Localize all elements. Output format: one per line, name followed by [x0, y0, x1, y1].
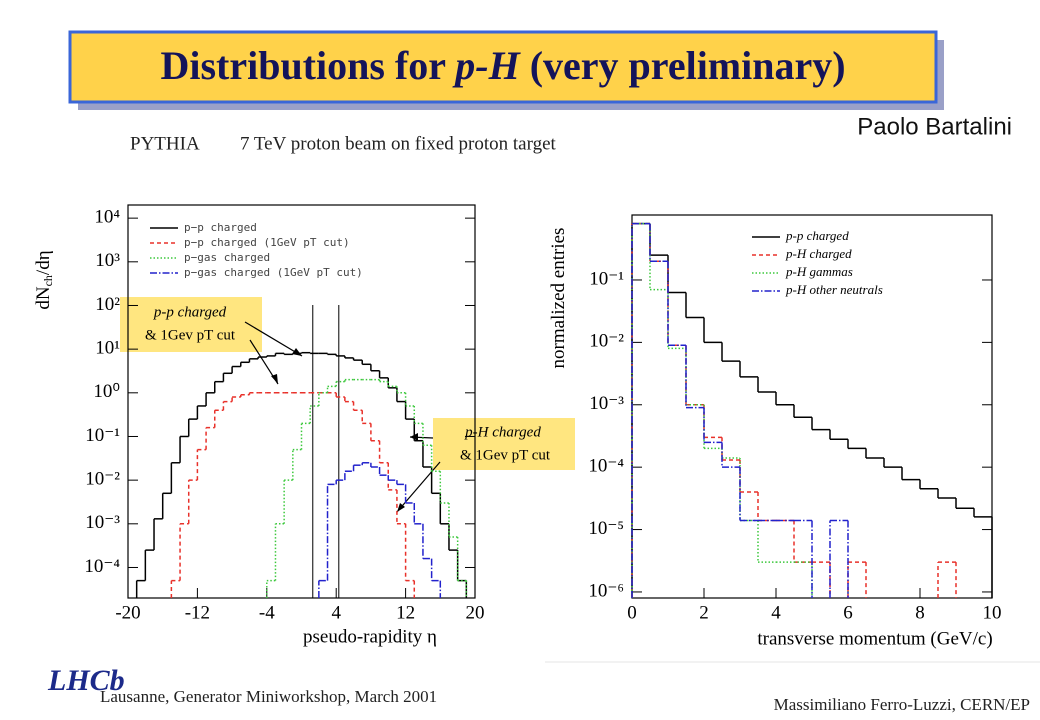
title-part: p-H [452, 43, 521, 88]
footer-right: Massimiliano Ferro-Luzzi, CERN/EP [774, 695, 1030, 714]
y-tick-label: 10⁻⁴ [84, 556, 120, 577]
arrow [396, 461, 441, 513]
y-tick-label: 10⁻⁴ [588, 456, 624, 477]
slide-title: Distributions for p-H (very preliminary) [160, 43, 845, 88]
logo: LHCb [47, 664, 125, 697]
x-tick-label: 20 [466, 602, 485, 623]
y-label-part: /dη [33, 250, 54, 275]
annotation-box [433, 418, 575, 470]
x-axis-label: pseudo-rapidity η [303, 626, 437, 647]
x-tick-label: -12 [185, 602, 210, 623]
x-tick-label: 0 [627, 602, 637, 623]
y-tick-label: 10⁻³ [85, 512, 120, 533]
legend-label: p−p charged (1GeV pT cut) [184, 236, 350, 249]
legend-label: p-H other neutrals [785, 282, 883, 297]
x-axis-label: transverse momentum (GeV/c) [757, 628, 992, 649]
annotation: p-H charged [464, 424, 541, 440]
y-tick-label: 10² [95, 294, 120, 315]
annotation: p-p charged [153, 304, 227, 320]
legend-label: p−gas charged [184, 251, 270, 264]
y-axis-label: normalized entries [548, 228, 569, 369]
y-tick-label: 10⁻² [589, 331, 624, 352]
y-tick-label: 10⁻⁶ [588, 580, 624, 601]
y-tick-label: 10¹ [95, 338, 120, 359]
annotation: & 1Gev pT cut [145, 327, 236, 343]
footer-left: Lausanne, Generator Miniworkshop, March … [100, 687, 437, 706]
y-tick-label: 10⁻⁵ [588, 518, 624, 539]
y-label-part: normalized entries [548, 228, 569, 369]
legend-label: p−p charged [184, 221, 257, 234]
x-tick-label: 2 [699, 602, 709, 623]
y-tick-label: 10⁻³ [589, 393, 624, 414]
y-tick-label: 10⁻¹ [589, 268, 624, 289]
annotation-box [120, 297, 262, 352]
x-tick-label: 8 [915, 602, 925, 623]
arrow-head [397, 503, 405, 512]
title-part: Distributions for [160, 43, 455, 88]
y-tick-label: 10³ [95, 250, 120, 271]
x-tick-label: 10 [983, 602, 1002, 623]
annotation: & 1Gev pT cut [460, 447, 551, 463]
arrow-head [271, 374, 278, 384]
author: Paolo Bartalini [857, 113, 1012, 140]
legend-label: p−gas charged (1GeV pT cut) [184, 266, 363, 279]
plot-frame [127, 204, 476, 599]
legend-label: p-p charged [785, 228, 849, 243]
x-tick-label: 4 [771, 602, 781, 623]
title-part: (very preliminary) [520, 43, 846, 88]
y-tick-label: 10⁴ [94, 207, 120, 228]
setup: 7 TeV proton beam on fixed proton target [240, 133, 557, 154]
x-tick-label: -20 [115, 602, 140, 623]
y-tick-label: 10⁻¹ [85, 425, 120, 446]
y-axis-label: dNch/dη [33, 250, 54, 309]
arrow [244, 321, 303, 357]
title-box [68, 30, 938, 104]
y-label-part: ch [41, 275, 55, 286]
legend-label: p-H charged [785, 246, 852, 261]
x-tick-label: 4 [331, 602, 341, 623]
y-tick-label: 10⁰ [93, 381, 120, 402]
generator: PYTHIA [130, 133, 200, 154]
y-tick-label: 10⁻² [85, 469, 120, 490]
x-tick-label: 6 [843, 602, 853, 623]
x-tick-label: 12 [396, 602, 415, 623]
y-label-part: dN [33, 286, 54, 310]
legend-label: p-H gammas [785, 264, 853, 279]
x-tick-label: -4 [259, 602, 275, 623]
